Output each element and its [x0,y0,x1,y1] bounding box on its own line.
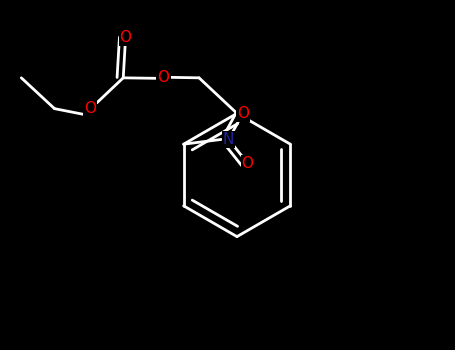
Text: O: O [237,106,249,121]
Text: O: O [242,156,253,171]
Text: O: O [84,101,96,116]
Text: N: N [223,132,234,147]
Text: O: O [120,30,131,45]
Text: O: O [157,70,170,85]
